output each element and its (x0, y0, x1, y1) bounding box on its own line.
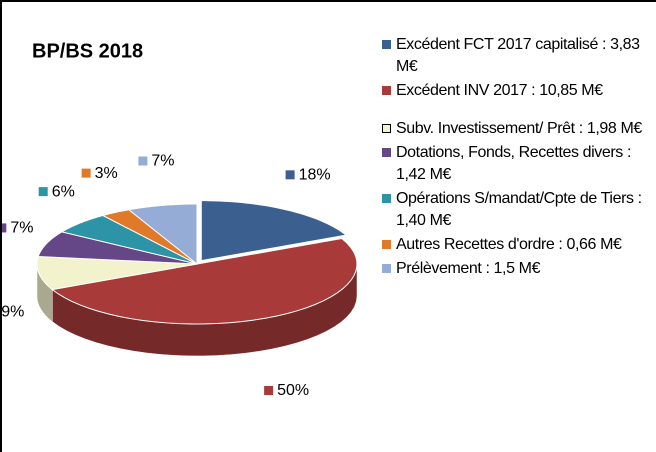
legend-item: Opérations S/mandat/Cpte de Tiers : 1,40… (380, 188, 650, 232)
slice (37, 231, 198, 265)
legend-swatch (382, 86, 391, 95)
data-label: 18% (299, 167, 331, 184)
legend-label: Opérations S/mandat/Cpte de Tiers : 1,40… (396, 190, 642, 229)
label-marker (264, 386, 274, 396)
data-label: 7% (151, 153, 174, 170)
slice (60, 214, 198, 265)
data-label: 3% (95, 165, 118, 182)
label-marker (2, 223, 7, 233)
label-marker (38, 187, 48, 197)
slice (200, 200, 348, 262)
legend-label: Dotations, Fonds, Recettes divers : 1,42… (396, 144, 632, 183)
legend-swatch (382, 40, 391, 49)
legend-item: Autres Recettes d'ordre : 0,66 M€ (380, 234, 650, 256)
legend-item: Prélèvement : 1,5 M€ (380, 258, 650, 280)
data-label: 50% (277, 382, 309, 399)
chart-title: BP/BS 2018 (32, 40, 143, 62)
slice (36, 255, 198, 291)
legend-item: Excédent FCT 2017 capitalisé : 3,83 M€ (380, 34, 650, 78)
legend-label: Excédent INV 2017 : 10,85 M€ (396, 82, 603, 99)
legend-swatch (382, 264, 391, 273)
label-marker (81, 168, 91, 178)
legend-label: Excédent FCT 2017 capitalisé : 3,83 M€ (396, 36, 640, 75)
legend-swatch (382, 148, 391, 157)
legend-label: Autres Recettes d'ordre : 0,66 M€ (396, 236, 622, 253)
data-label: 9% (2, 304, 24, 321)
legend-item: Subv. Investissement/ Prêt : 1,98 M€ (380, 118, 650, 140)
slice (50, 237, 358, 325)
legend-swatch (382, 194, 391, 203)
data-label: 7% (10, 220, 33, 237)
legend-label: Subv. Investissement/ Prêt : 1,98 M€ (396, 120, 642, 137)
slice (127, 203, 198, 266)
slice (101, 209, 198, 265)
legend-swatch (382, 240, 391, 249)
legend-swatch (382, 124, 391, 133)
legend-label: Prélèvement : 1,5 M€ (396, 260, 541, 277)
legend-item: Dotations, Fonds, Recettes divers : 1,42… (380, 142, 650, 186)
data-label: 6% (52, 183, 75, 200)
label-marker (138, 156, 148, 166)
legend-item: Excédent INV 2017 : 10,85 M€ (380, 80, 650, 102)
label-marker (285, 170, 295, 180)
legend: Excédent FCT 2017 capitalisé : 3,83 M€ Ex… (380, 34, 650, 282)
